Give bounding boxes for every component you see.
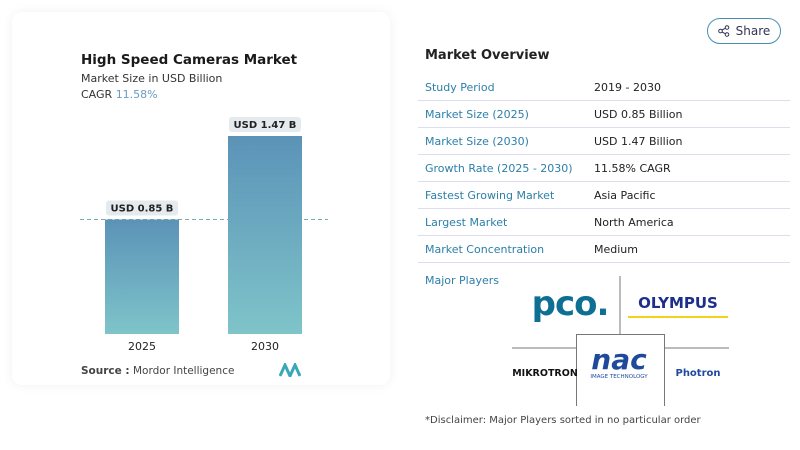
data-label: USD 0.85 B xyxy=(111,204,174,215)
cagr-label: CAGR xyxy=(81,88,113,101)
cagr: CAGR 11.58% xyxy=(81,88,158,101)
cagr-value: 11.58% xyxy=(115,88,158,101)
chart-title: High Speed Cameras Market xyxy=(81,52,298,68)
chart-subtitle: Market Size in USD Billion xyxy=(81,72,223,85)
source-label: Source : xyxy=(81,365,130,377)
bar-chart: USD 0.85 B 2025 USD 1.47 B 2030 xyxy=(80,117,328,353)
chart-card xyxy=(12,12,390,385)
overview-value: Medium xyxy=(594,242,638,256)
logo-photron: Photron xyxy=(675,367,721,379)
overview-table: Study Period 2019 - 2030 Market Size (2025… xyxy=(418,74,790,263)
overview-key: Market Concentration xyxy=(425,242,545,256)
share-label: Share xyxy=(735,24,771,38)
overview-row: Market Concentration Medium xyxy=(418,236,790,263)
data-label-bg xyxy=(106,200,178,216)
bar-2030 xyxy=(228,136,302,334)
disclaimer: *Disclaimer: Major Players sorted in no … xyxy=(425,415,701,426)
logo-pco: pco. xyxy=(531,284,610,324)
overview-row: Market Size (2030) USD 1.47 Billion xyxy=(418,128,790,155)
overview-value: Asia Pacific xyxy=(594,188,656,202)
overview-key: Study Period xyxy=(425,80,495,94)
overview-value: 2019 - 2030 xyxy=(594,80,661,94)
overview-title: Market Overview xyxy=(425,48,550,63)
overview-row: Study Period 2019 - 2030 xyxy=(418,74,790,101)
overview-key: Fastest Growing Market xyxy=(425,188,555,202)
overview-key: Market Size (2030) xyxy=(425,134,529,148)
overview-value: USD 1.47 Billion xyxy=(594,134,683,148)
mordor-logo-icon xyxy=(279,363,301,377)
data-label: USD 1.47 B xyxy=(234,120,297,131)
overview-value: North America xyxy=(594,215,674,229)
bar-2025 xyxy=(105,219,179,334)
logo-nac-tagline: IMAGE TECHNOLOGY xyxy=(590,374,648,380)
overview-key: Growth Rate (2025 - 2030) xyxy=(425,161,573,175)
logo-nac: nac xyxy=(591,342,647,376)
overview-value: USD 0.85 Billion xyxy=(594,107,683,121)
overview-key: Market Size (2025) xyxy=(425,107,529,121)
overview-key: Largest Market xyxy=(425,215,508,229)
x-tick-label: 2025 xyxy=(128,340,156,353)
overview-row: Market Size (2025) USD 0.85 Billion xyxy=(418,101,790,128)
data-label-bg xyxy=(229,117,301,132)
overview-row: Fastest Growing Market Asia Pacific xyxy=(418,182,790,209)
overview-value: 11.58% CAGR xyxy=(594,161,671,175)
overview-row: Largest Market North America xyxy=(418,209,790,236)
share-icon xyxy=(717,25,729,37)
major-players-label: Major Players xyxy=(425,274,499,287)
logo-mikrotron: MIKROTRON xyxy=(512,367,578,379)
x-tick-label: 2030 xyxy=(251,340,279,353)
source: Source : Mordor Intelligence xyxy=(81,365,234,377)
logo-olympus: OLYMPUS xyxy=(628,290,728,318)
source-value: Mordor Intelligence xyxy=(132,365,235,377)
share-button[interactable]: Share xyxy=(707,18,781,44)
overview-row: Growth Rate (2025 - 2030) 11.58% CAGR xyxy=(418,155,790,182)
logo-grid-lines xyxy=(512,276,729,406)
